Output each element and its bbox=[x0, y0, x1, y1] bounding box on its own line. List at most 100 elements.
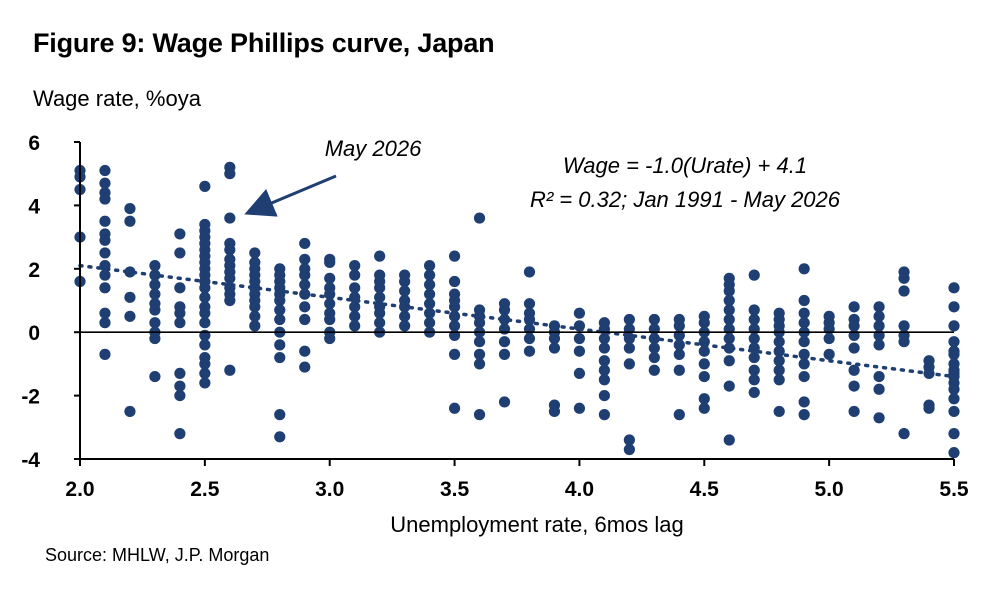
x-tick-label: 3.0 bbox=[315, 478, 344, 501]
data-point bbox=[299, 253, 311, 265]
data-point bbox=[773, 364, 785, 376]
data-point bbox=[648, 351, 660, 364]
data-point bbox=[948, 393, 960, 405]
data-point bbox=[174, 247, 186, 259]
data-point bbox=[249, 301, 261, 313]
data-point bbox=[399, 320, 411, 332]
data-point bbox=[99, 234, 111, 246]
data-point bbox=[299, 361, 311, 373]
data-point bbox=[598, 332, 611, 345]
data-point bbox=[174, 380, 186, 392]
data-point bbox=[124, 215, 136, 227]
data-point bbox=[798, 336, 810, 348]
data-point bbox=[573, 402, 586, 414]
data-point bbox=[798, 348, 810, 360]
data-point bbox=[99, 164, 111, 177]
data-point bbox=[948, 282, 960, 294]
data-point bbox=[199, 377, 211, 389]
data-point bbox=[673, 348, 685, 360]
data-point bbox=[773, 336, 785, 348]
data-point bbox=[898, 285, 910, 297]
data-point bbox=[174, 317, 186, 329]
data-point bbox=[623, 443, 635, 456]
data-point bbox=[448, 348, 461, 360]
data-point bbox=[723, 285, 735, 297]
data-point bbox=[448, 320, 461, 332]
data-point bbox=[299, 345, 311, 357]
data-point bbox=[424, 298, 436, 310]
data-point bbox=[324, 256, 336, 269]
callout-label: May 2026 bbox=[325, 136, 422, 161]
data-point bbox=[299, 313, 311, 326]
data-point bbox=[773, 355, 785, 367]
data-point bbox=[473, 336, 486, 348]
data-point bbox=[598, 409, 611, 421]
data-point bbox=[99, 177, 111, 189]
data-point bbox=[723, 332, 735, 345]
source-note: Source: MHLW, J.P. Morgan bbox=[45, 545, 270, 565]
data-point bbox=[748, 351, 760, 364]
data-point bbox=[848, 364, 860, 376]
data-point bbox=[149, 332, 161, 345]
data-point bbox=[149, 279, 161, 291]
data-point bbox=[424, 269, 436, 281]
data-point bbox=[573, 345, 586, 357]
data-point bbox=[748, 342, 760, 354]
data-point bbox=[598, 355, 611, 367]
data-point bbox=[498, 304, 511, 316]
data-point bbox=[523, 345, 536, 357]
data-point bbox=[948, 336, 960, 348]
data-point bbox=[349, 269, 361, 281]
data-point bbox=[374, 307, 386, 319]
data-point bbox=[923, 402, 935, 414]
data-point bbox=[748, 313, 760, 326]
data-point bbox=[399, 285, 411, 297]
data-point bbox=[299, 279, 311, 291]
data-point bbox=[948, 345, 960, 357]
data-point bbox=[473, 212, 486, 224]
data-point bbox=[274, 431, 286, 443]
data-point bbox=[573, 367, 586, 380]
data-point bbox=[748, 332, 760, 345]
data-point bbox=[99, 260, 111, 272]
data-point bbox=[673, 364, 685, 376]
data-point bbox=[598, 390, 611, 402]
data-point bbox=[424, 317, 436, 329]
data-point bbox=[573, 332, 586, 345]
y-tick-label: 0 bbox=[28, 322, 40, 345]
data-point bbox=[548, 342, 561, 354]
chart-title: Figure 9: Wage Phillips curve, Japan bbox=[33, 28, 495, 58]
data-point bbox=[149, 304, 161, 316]
data-point bbox=[424, 279, 436, 291]
data-point bbox=[798, 396, 810, 408]
data-point bbox=[99, 317, 111, 329]
x-axis-label: Unemployment rate, 6mos lag bbox=[390, 512, 683, 537]
data-point bbox=[723, 342, 735, 354]
data-point bbox=[448, 250, 461, 262]
annotation-layer: May 2026 Wage = -1.0(Urate) + 4.1 R² = 0.3… bbox=[244, 136, 841, 217]
data-point bbox=[648, 332, 660, 345]
data-point bbox=[199, 307, 211, 319]
data-point bbox=[473, 409, 486, 421]
data-point bbox=[823, 332, 835, 345]
data-point bbox=[523, 332, 536, 345]
data-point bbox=[249, 320, 261, 332]
data-point bbox=[723, 380, 735, 392]
data-point bbox=[274, 351, 286, 364]
data-point bbox=[798, 307, 810, 319]
data-point bbox=[848, 380, 860, 392]
data-point bbox=[948, 370, 960, 383]
data-point bbox=[848, 320, 860, 332]
data-point bbox=[374, 282, 386, 294]
data-point bbox=[473, 358, 486, 370]
data-point bbox=[199, 291, 211, 303]
data-point bbox=[698, 358, 710, 370]
data-point bbox=[99, 247, 111, 259]
data-point bbox=[748, 364, 760, 376]
data-point bbox=[948, 301, 960, 313]
data-point bbox=[149, 317, 161, 329]
data-point bbox=[748, 304, 760, 316]
data-point bbox=[623, 342, 635, 354]
data-point bbox=[174, 428, 186, 440]
data-point bbox=[848, 405, 860, 418]
